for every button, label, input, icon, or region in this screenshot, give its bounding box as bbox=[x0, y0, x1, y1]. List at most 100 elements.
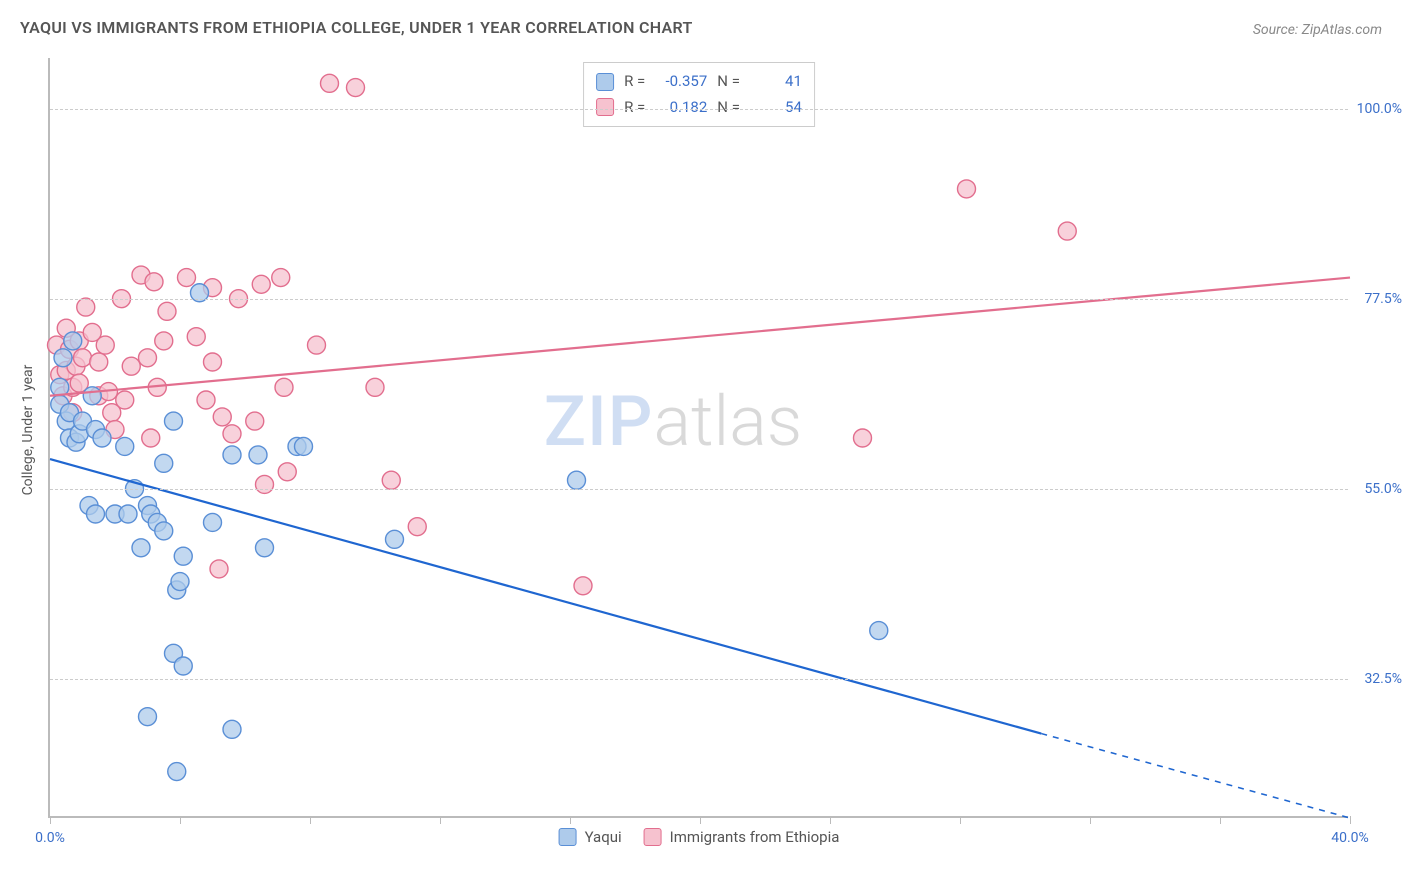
r-label-2: R = bbox=[624, 95, 645, 121]
data-point bbox=[275, 378, 293, 396]
data-point bbox=[174, 547, 192, 565]
data-point bbox=[132, 539, 150, 557]
x-tick-label: 40.0% bbox=[1331, 830, 1369, 846]
legend-series: Yaqui Immigrants from Ethiopia bbox=[559, 828, 840, 846]
data-point bbox=[246, 412, 264, 430]
data-point bbox=[386, 530, 404, 548]
data-point bbox=[213, 408, 231, 426]
regression-line-extrapolated bbox=[1041, 734, 1350, 818]
data-point bbox=[168, 763, 186, 781]
legend-item-2: Immigrants from Ethiopia bbox=[644, 828, 840, 846]
r-value-2: 0.182 bbox=[655, 95, 707, 121]
data-point bbox=[96, 336, 114, 354]
data-point bbox=[187, 328, 205, 346]
swatch-series-1 bbox=[596, 73, 614, 91]
legend-stats-row-1: R = -0.357 N = 41 bbox=[596, 69, 802, 95]
data-point bbox=[155, 332, 173, 350]
legend-stats: R = -0.357 N = 41 R = 0.182 N = 54 bbox=[583, 62, 815, 127]
data-point bbox=[958, 180, 976, 198]
x-tick bbox=[180, 816, 181, 824]
chart-title: YAQUI VS IMMIGRANTS FROM ETHIOPIA COLLEG… bbox=[20, 18, 693, 37]
n-label: N = bbox=[717, 69, 740, 95]
legend-item-1: Yaqui bbox=[559, 828, 622, 846]
data-point bbox=[90, 353, 108, 371]
chart-source: Source: ZipAtlas.com bbox=[1253, 22, 1382, 38]
data-point bbox=[366, 378, 384, 396]
x-tick bbox=[440, 816, 441, 824]
n-label-2: N = bbox=[717, 95, 740, 121]
n-value-1: 41 bbox=[750, 69, 802, 95]
data-point bbox=[158, 302, 176, 320]
data-point bbox=[139, 349, 157, 367]
y-tick-label: 100.0% bbox=[1346, 101, 1402, 117]
x-tick-label: 0.0% bbox=[35, 830, 65, 846]
legend-label-2: Immigrants from Ethiopia bbox=[670, 828, 840, 846]
data-point bbox=[155, 454, 173, 472]
data-point bbox=[139, 708, 157, 726]
correlation-chart: YAQUI VS IMMIGRANTS FROM ETHIOPIA COLLEG… bbox=[0, 0, 1406, 892]
x-tick bbox=[700, 816, 701, 824]
data-point bbox=[116, 391, 134, 409]
data-point bbox=[223, 720, 241, 738]
data-point bbox=[178, 269, 196, 287]
y-tick-label: 77.5% bbox=[1346, 291, 1402, 307]
y-axis-label: College, Under 1 year bbox=[20, 365, 36, 496]
data-point bbox=[204, 353, 222, 371]
data-point bbox=[77, 298, 95, 316]
x-tick bbox=[830, 816, 831, 824]
regression-line bbox=[50, 459, 1041, 733]
x-tick bbox=[1350, 816, 1351, 824]
data-point bbox=[295, 437, 313, 455]
data-point bbox=[574, 577, 592, 595]
data-point bbox=[83, 387, 101, 405]
data-point bbox=[223, 446, 241, 464]
swatch-bottom-1 bbox=[559, 828, 577, 846]
data-point bbox=[321, 74, 339, 92]
data-point bbox=[155, 522, 173, 540]
data-point bbox=[116, 437, 134, 455]
x-tick bbox=[960, 816, 961, 824]
data-point bbox=[382, 471, 400, 489]
r-value-1: -0.357 bbox=[655, 69, 707, 95]
swatch-series-2 bbox=[596, 98, 614, 116]
data-point bbox=[145, 273, 163, 291]
swatch-bottom-2 bbox=[644, 828, 662, 846]
data-point bbox=[165, 412, 183, 430]
plot-svg bbox=[50, 58, 1348, 816]
grid-line bbox=[50, 109, 1348, 110]
data-point bbox=[256, 475, 274, 493]
data-point bbox=[64, 332, 82, 350]
grid-line bbox=[50, 299, 1348, 300]
data-point bbox=[870, 622, 888, 640]
data-point bbox=[87, 505, 105, 523]
data-point bbox=[854, 429, 872, 447]
r-label: R = bbox=[624, 69, 645, 95]
x-tick bbox=[570, 816, 571, 824]
data-point bbox=[347, 79, 365, 97]
data-point bbox=[308, 336, 326, 354]
data-point bbox=[568, 471, 586, 489]
legend-stats-row-2: R = 0.182 N = 54 bbox=[596, 95, 802, 121]
data-point bbox=[204, 513, 222, 531]
data-point bbox=[74, 349, 92, 367]
data-point bbox=[93, 429, 111, 447]
data-point bbox=[272, 269, 290, 287]
grid-line bbox=[50, 679, 1348, 680]
x-tick bbox=[50, 816, 51, 824]
data-point bbox=[54, 349, 72, 367]
y-tick-label: 55.0% bbox=[1346, 481, 1402, 497]
data-point bbox=[122, 357, 140, 375]
data-point bbox=[119, 505, 137, 523]
data-point bbox=[278, 463, 296, 481]
data-point bbox=[408, 518, 426, 536]
x-tick bbox=[1220, 816, 1221, 824]
data-point bbox=[174, 657, 192, 675]
plot-area: ZIPatlas R = -0.357 N = 41 R = 0.182 N =… bbox=[48, 58, 1348, 818]
grid-line bbox=[50, 489, 1348, 490]
data-point bbox=[171, 573, 189, 591]
data-point bbox=[142, 429, 160, 447]
data-point bbox=[256, 539, 274, 557]
data-point bbox=[249, 446, 267, 464]
data-point bbox=[1058, 222, 1076, 240]
y-tick-label: 32.5% bbox=[1346, 671, 1402, 687]
